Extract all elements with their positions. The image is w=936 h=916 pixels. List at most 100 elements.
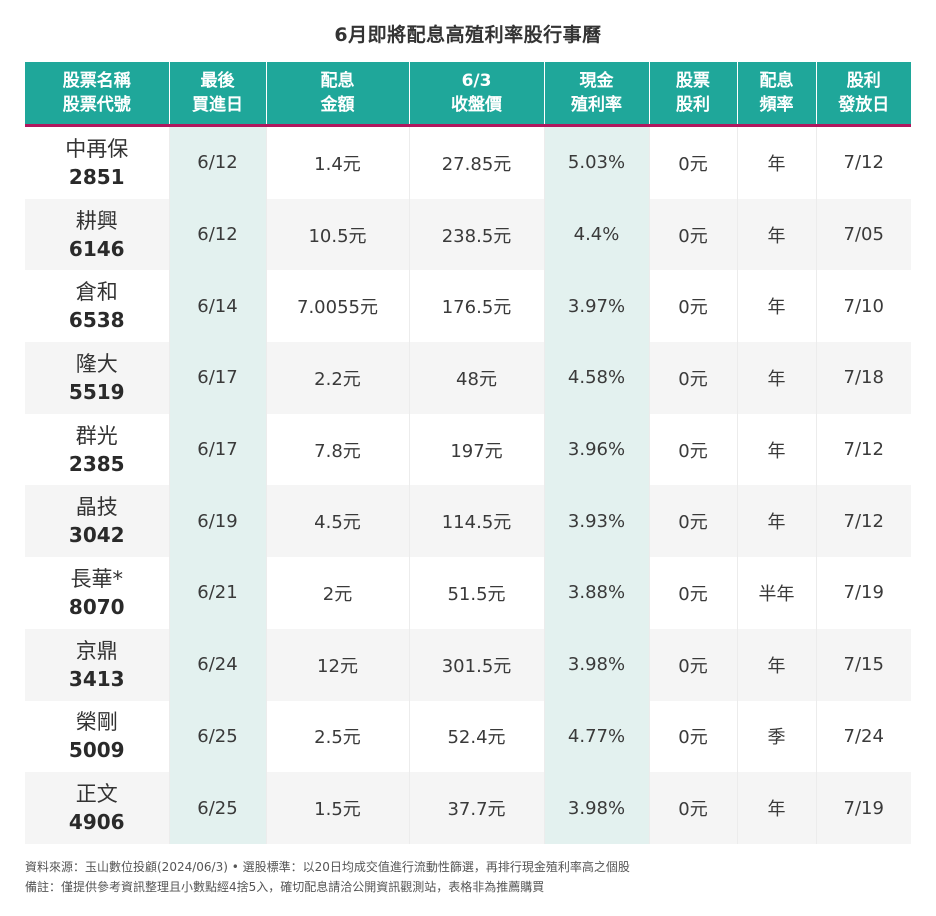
header-close: 6/3 收盤價	[408, 62, 544, 127]
dividend-cell: 2.5元	[265, 700, 409, 773]
header-stock-line: 股票代號	[62, 95, 131, 115]
stock-dividend-cell: 0元	[648, 125, 737, 199]
stock-code: 4906	[68, 810, 125, 835]
remark-note: 備註：僅提供參考資訊整理且小數點經4捨5入，確切配息請洽公開資訊觀測站，表格非為…	[25, 880, 545, 894]
last-buy-cell: 6/24	[168, 628, 266, 701]
stock-dividend-cell: 0元	[648, 198, 737, 271]
stock-name: 正文	[75, 782, 118, 807]
stock-code: 2385	[68, 451, 125, 476]
dividend-calendar-table: 股票名稱 股票代號 最後 買進日 配息 金額 6/3 收盤價 現金 殖利率 股票 股利 配息 頻率 股利 發放…	[25, 62, 911, 844]
yield-cell: 3.93%	[543, 485, 649, 558]
yield-cell: 4.4%	[543, 198, 649, 271]
stock-code: 2851	[68, 164, 125, 189]
stock-dividend-cell: 0元	[648, 700, 737, 773]
last-buy-cell: 6/17	[168, 342, 266, 414]
stock-cell: 倉和 6538	[25, 270, 169, 342]
header-stock-line: 股票名稱	[62, 71, 131, 91]
stock-name: 群光	[75, 423, 118, 448]
frequency-cell: 年	[736, 198, 816, 271]
table-row: 耕興 6146 6/12 10.5元 238.5元 4.4% 0元年 7/05	[25, 198, 911, 271]
stock-name: 晶技	[75, 495, 118, 520]
table-row: 榮剛 5009 6/25 2.5元 52.4元 4.77% 0元季 7/24	[25, 700, 911, 773]
dividend-cell: 7.0055元	[265, 270, 409, 343]
header-pay-date-line: 發放日	[838, 95, 890, 115]
stock-name: 長華*	[70, 566, 124, 591]
stock-cell: 長華* 8070	[25, 557, 169, 629]
dividend-cell: 1.5元	[265, 772, 409, 844]
header-last-buy: 最後 買進日	[168, 62, 266, 127]
pay-date-cell: 7/19	[815, 557, 911, 629]
table-row: 中再保 2851 6/12 1.4元 27.85元 5.03% 0元年 7/12	[25, 125, 911, 199]
dividend-cell: 2元	[265, 557, 409, 629]
close-price-cell: 48元	[408, 342, 544, 414]
dividend-cell: 10.5元	[265, 198, 409, 271]
stock-dividend-cell: 0元	[648, 342, 737, 414]
frequency-cell: 年	[736, 270, 816, 343]
last-buy-cell: 6/21	[168, 557, 266, 629]
stock-code: 6538	[68, 308, 125, 333]
stock-name: 耕興	[75, 208, 118, 233]
header-pay-date: 股利 發放日	[815, 62, 911, 127]
dividend-cell: 7.8元	[265, 413, 409, 486]
header-dividend: 配息 金額	[265, 62, 409, 127]
table-body: 中再保 2851 6/12 1.4元 27.85元 5.03% 0元年 7/12 耕興 6146 6…	[25, 125, 911, 844]
frequency-cell: 年	[736, 628, 816, 701]
pay-date-cell: 7/15	[815, 628, 911, 701]
close-price-cell: 37.7元	[408, 772, 544, 844]
last-buy-cell: 6/25	[168, 700, 266, 773]
header-frequency: 配息 頻率	[736, 62, 816, 127]
header-stock: 股票名稱 股票代號	[25, 62, 169, 127]
last-buy-cell: 6/19	[168, 485, 266, 558]
yield-cell: 3.96%	[543, 413, 649, 486]
header-pay-date-line: 股利	[846, 71, 881, 91]
stock-name: 隆大	[75, 351, 118, 376]
table-row: 長華* 8070 6/21 2元 51.5元 3.88% 0元 半年 7/19	[25, 557, 911, 629]
header-stock-dividend-line: 股利	[676, 95, 710, 115]
pay-date-cell: 7/05	[815, 198, 911, 271]
yield-cell: 4.77%	[543, 700, 649, 773]
last-buy-cell: 6/17	[168, 413, 266, 486]
source-note: 資料來源：玉山數位投顧(2024/06/3) • 選股標準：以20日均成交值進行…	[25, 860, 630, 874]
yield-cell: 3.98%	[543, 772, 649, 844]
yield-cell: 5.03%	[543, 125, 649, 199]
close-price-cell: 197元	[408, 413, 544, 486]
table-header-row: 股票名稱 股票代號 最後 買進日 配息 金額 6/3 收盤價 現金 殖利率 股票 股利 配息 頻率 股利 發放…	[25, 62, 911, 127]
header-last-buy-line: 買進日	[192, 95, 243, 115]
table-row: 群光 2385 6/17 7.8元 197元 3.96% 0元年 7/12	[25, 413, 911, 486]
yield-cell: 3.98%	[543, 628, 649, 701]
header-stock-dividend-line: 股票	[676, 71, 710, 91]
stock-code: 5009	[68, 738, 125, 763]
close-price-cell: 51.5元	[408, 557, 544, 629]
header-last-buy-line: 最後	[200, 71, 235, 91]
table-row: 京鼎 3413 6/24 12元 301.5元 3.98% 0元年 7/15	[25, 628, 911, 701]
stock-code: 3042	[68, 523, 125, 548]
stock-cell: 正文 4906	[25, 772, 169, 844]
stock-code: 6146	[68, 236, 125, 261]
stock-code: 5519	[68, 379, 125, 404]
last-buy-cell: 6/12	[168, 198, 266, 271]
close-price-cell: 176.5元	[408, 270, 544, 343]
header-yield-line: 現金	[579, 71, 614, 91]
close-price-cell: 52.4元	[408, 700, 544, 773]
stock-cell: 中再保 2851	[25, 126, 169, 199]
frequency-cell: 半年	[736, 557, 816, 629]
close-price-cell: 27.85元	[408, 125, 544, 199]
close-price-cell: 114.5元	[408, 485, 544, 558]
last-buy-cell: 6/12	[168, 125, 266, 199]
pay-date-cell: 7/18	[815, 342, 911, 414]
stock-cell: 隆大 5519	[25, 342, 169, 414]
stock-name: 倉和	[75, 280, 118, 305]
dividend-cell: 4.5元	[265, 485, 409, 558]
yield-cell: 3.97%	[543, 270, 649, 343]
pay-date-cell: 7/12	[815, 125, 911, 199]
close-price-cell: 238.5元	[408, 198, 544, 271]
header-frequency-line: 配息	[759, 71, 794, 91]
header-close-line: 收盤價	[451, 95, 502, 115]
dividend-cell: 2.2元	[265, 342, 409, 414]
stock-code: 8070	[68, 594, 125, 619]
frequency-cell: 年	[736, 413, 816, 486]
last-buy-cell: 6/14	[168, 270, 266, 343]
footnotes: 資料來源：玉山數位投顧(2024/06/3) • 選股標準：以20日均成交值進行…	[25, 857, 630, 897]
stock-dividend-cell: 0元	[648, 772, 737, 844]
header-stock-dividend: 股票 股利	[648, 62, 737, 127]
